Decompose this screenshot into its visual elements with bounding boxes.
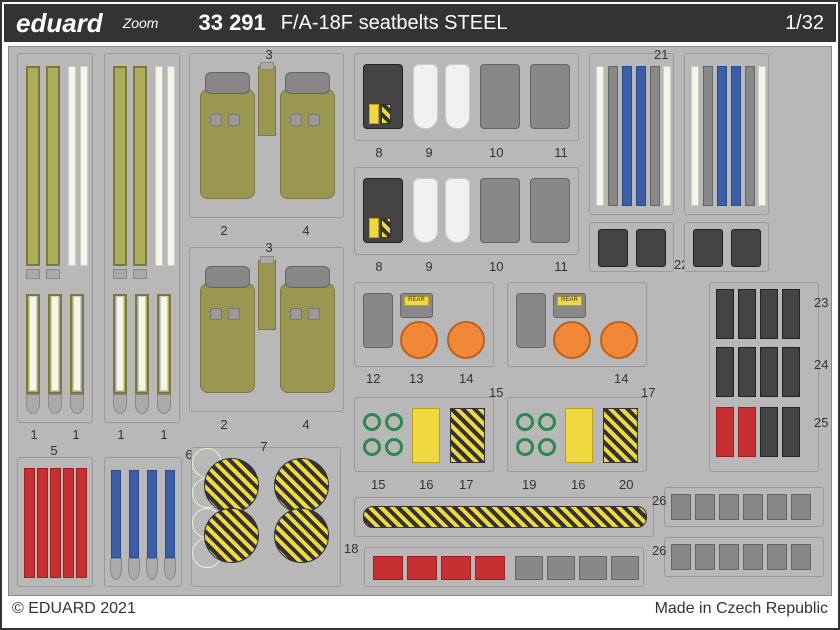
label-1b: 1 xyxy=(71,427,81,442)
part-22b xyxy=(684,222,769,272)
part-6-frame xyxy=(104,457,182,587)
label-9b: 9 xyxy=(424,259,434,274)
part-8-11-a xyxy=(354,53,579,141)
label-10b: 10 xyxy=(489,259,503,274)
part-15-17-b xyxy=(507,397,647,472)
footer: © EDUARD 2021 Made in Czech Republic xyxy=(12,600,828,624)
label-8b: 8 xyxy=(374,259,384,274)
part-23-25 xyxy=(709,282,819,472)
part-15-17-a xyxy=(354,397,494,472)
label-4b: 4 xyxy=(301,417,311,432)
product-number: 33 291 xyxy=(198,10,265,36)
label-3b: 3 xyxy=(264,240,274,255)
header-bar: eduard Zoom 33 291 F/A-18F seatbelts STE… xyxy=(4,4,836,42)
label-19b: 19 xyxy=(522,477,536,492)
part-234-frame-a xyxy=(189,53,344,218)
label-24: 24 xyxy=(814,357,828,372)
part-26b xyxy=(664,537,824,577)
part-8-11-b xyxy=(354,167,579,255)
label-11b: 11 xyxy=(554,259,568,274)
red-tag xyxy=(37,468,48,578)
scale-label: 1/32 xyxy=(785,12,824,35)
label-5: 5 xyxy=(49,443,59,458)
part-22 xyxy=(589,222,674,272)
label-8a: 8 xyxy=(374,145,384,160)
label-4a: 4 xyxy=(301,223,311,238)
label-9a: 9 xyxy=(424,145,434,160)
photoetch-sheet: eduard Zoom 33 291 F/A-18F seatbelts STE… xyxy=(0,0,840,630)
part-redrow xyxy=(364,547,644,587)
part-7-frame xyxy=(191,447,341,587)
label-16b: 16 xyxy=(571,477,585,492)
red-tag xyxy=(76,468,87,578)
label-26a: 26 xyxy=(652,493,666,508)
product-name: F/A-18F seatbelts STEEL xyxy=(281,12,508,35)
label-11a: 11 xyxy=(554,145,568,160)
label-14b: 14 xyxy=(614,371,628,386)
label-23: 23 xyxy=(814,295,828,310)
label-1a: 1 xyxy=(29,427,39,442)
copyright: © EDUARD 2021 xyxy=(12,600,136,624)
label-7: 7 xyxy=(259,439,269,454)
label-10a: 10 xyxy=(489,145,503,160)
label-15t: 15 xyxy=(489,385,503,400)
zoom-label: Zoom xyxy=(123,15,159,31)
label-17a: 17 xyxy=(459,477,473,492)
rear-tag: REAR xyxy=(557,296,582,306)
label-15a: 15 xyxy=(371,477,385,492)
red-tag xyxy=(50,468,61,578)
brand-logo: eduard xyxy=(16,8,103,39)
label-1d: 1 xyxy=(159,427,169,442)
part-12-14-a: REAR xyxy=(354,282,494,367)
part-26a xyxy=(664,487,824,527)
label-26b: 26 xyxy=(652,543,666,558)
made-in: Made in Czech Republic xyxy=(655,600,828,624)
label-13a: 13 xyxy=(409,371,423,386)
label-2a: 2 xyxy=(219,223,229,238)
rear-tag: REAR xyxy=(404,296,429,306)
part-12-14-b: REAR xyxy=(507,282,647,367)
label-18: 18 xyxy=(344,541,358,556)
part-21 xyxy=(589,53,674,215)
part-1-frame xyxy=(17,53,93,423)
photoetch-fret: 1 1 5 1 1 xyxy=(8,46,832,596)
label-20b: 20 xyxy=(619,477,633,492)
label-12a: 12 xyxy=(366,371,380,386)
part-5-frame xyxy=(17,457,93,587)
part-1-frame-b xyxy=(104,53,180,423)
label-2b: 2 xyxy=(219,417,229,432)
label-1c: 1 xyxy=(116,427,126,442)
red-tag xyxy=(63,468,74,578)
label-25: 25 xyxy=(814,415,828,430)
part-234-frame-b xyxy=(189,247,344,412)
label-3a: 3 xyxy=(264,47,274,62)
part-21b xyxy=(684,53,769,215)
label-14a: 14 xyxy=(459,371,473,386)
red-tag xyxy=(24,468,35,578)
label-16a: 16 xyxy=(419,477,433,492)
label-21: 21 xyxy=(654,47,668,62)
part-18-frame xyxy=(354,497,654,537)
label-17t: 17 xyxy=(641,385,655,400)
